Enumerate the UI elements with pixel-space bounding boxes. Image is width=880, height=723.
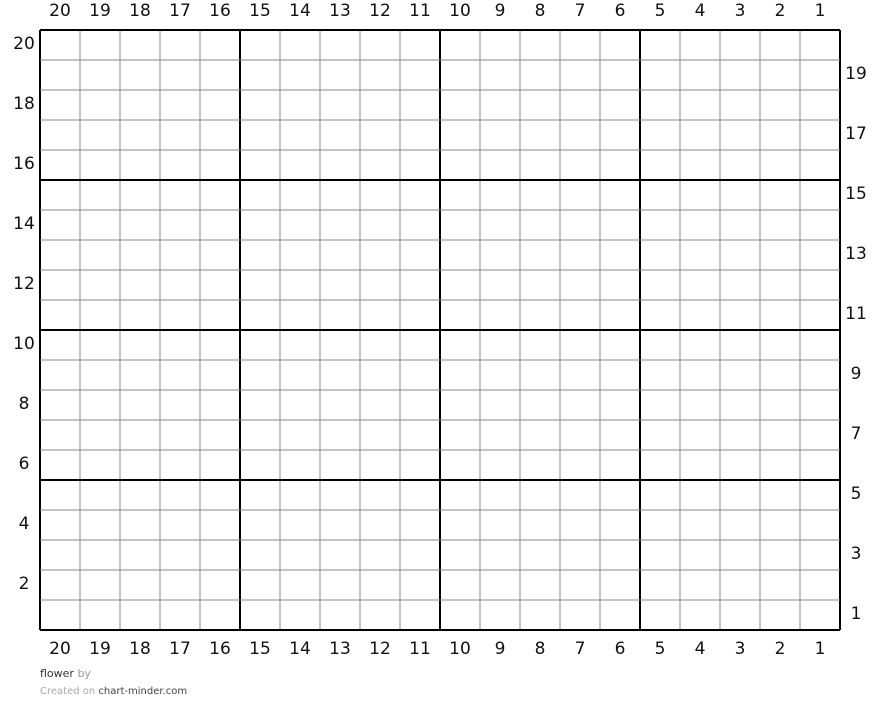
column-label-bottom: 15 [249,639,271,659]
row-label-left: 18 [13,94,35,114]
knitting-chart-grid [39,29,841,631]
column-label-bottom: 5 [654,639,666,659]
column-label-bottom: 1 [814,639,826,659]
row-label-left: 20 [13,34,35,54]
column-label-top: 19 [89,1,111,21]
column-label-bottom: 4 [694,639,706,659]
column-label-top: 15 [249,1,271,21]
row-label-left: 14 [13,214,35,234]
column-label-top: 14 [289,1,311,21]
column-label-top: 3 [734,1,746,21]
row-label-right: 1 [850,604,862,624]
column-label-bottom: 8 [534,639,546,659]
chart-footer: flower by [40,667,91,680]
column-label-top: 16 [209,1,231,21]
column-label-top: 4 [694,1,706,21]
column-label-top: 11 [409,1,431,21]
column-label-bottom: 19 [89,639,111,659]
row-label-right: 19 [845,64,867,84]
column-label-top: 12 [369,1,391,21]
column-label-bottom: 7 [574,639,586,659]
column-label-top: 17 [169,1,191,21]
column-label-top: 8 [534,1,546,21]
created-on-label: Created on [40,686,96,697]
column-label-bottom: 14 [289,639,311,659]
site-link[interactable]: chart-minder.com [98,686,188,697]
column-label-top: 9 [494,1,506,21]
row-label-left: 4 [18,514,30,534]
column-label-bottom: 18 [129,639,151,659]
row-label-right: 15 [845,184,867,204]
column-label-bottom: 10 [449,639,471,659]
column-label-top: 2 [774,1,786,21]
row-label-right: 11 [845,304,867,324]
row-label-left: 8 [18,394,30,414]
column-label-top: 1 [814,1,826,21]
column-label-bottom: 2 [774,639,786,659]
row-label-right: 9 [850,364,862,384]
row-label-left: 16 [13,154,35,174]
column-label-top: 6 [614,1,626,21]
column-label-bottom: 11 [409,639,431,659]
column-label-bottom: 16 [209,639,231,659]
column-label-top: 7 [574,1,586,21]
column-label-bottom: 9 [494,639,506,659]
row-label-right: 3 [850,544,862,564]
row-label-left: 12 [13,274,35,294]
column-label-top: 20 [49,1,71,21]
column-label-bottom: 6 [614,639,626,659]
column-label-bottom: 20 [49,639,71,659]
column-label-top: 18 [129,1,151,21]
row-label-right: 13 [845,244,867,264]
chart-title: flower [40,667,74,680]
column-label-bottom: 12 [369,639,391,659]
credit-line: Created on chart-minder.com [40,686,187,697]
row-label-left: 2 [18,574,30,594]
column-label-bottom: 3 [734,639,746,659]
row-label-left: 10 [13,334,35,354]
row-label-right: 17 [845,124,867,144]
column-label-bottom: 17 [169,639,191,659]
column-label-bottom: 13 [329,639,351,659]
author-by: by [77,667,91,680]
column-label-top: 5 [654,1,666,21]
column-label-top: 13 [329,1,351,21]
row-label-right: 7 [850,424,862,444]
row-label-right: 5 [850,484,862,504]
column-label-top: 10 [449,1,471,21]
row-label-left: 6 [18,454,30,474]
